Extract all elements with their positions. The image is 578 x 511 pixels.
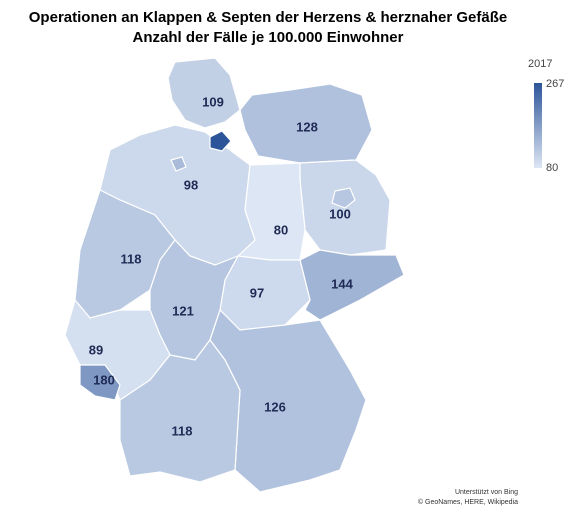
region	[119, 339, 241, 483]
region-label: 109	[202, 94, 224, 109]
region-label: 144	[331, 276, 353, 291]
region	[209, 130, 232, 152]
region-label: 118	[121, 251, 142, 266]
legend-min: 80	[546, 162, 558, 174]
labels: 109 128 98 100 80 118 144 97 121 89 180 126 118	[89, 94, 354, 438]
region-label: 126	[264, 399, 286, 414]
legend-gradient	[534, 83, 542, 168]
region-label: 180	[93, 372, 115, 387]
map-subtitle: Anzahl der Fälle je 100.000 Einwohner	[133, 29, 404, 46]
legend-max: 267	[546, 78, 564, 90]
region-label: 98	[184, 177, 198, 192]
region-label: 100	[329, 206, 351, 221]
region	[331, 187, 356, 209]
region	[299, 249, 405, 321]
region	[239, 83, 373, 164]
region	[170, 156, 187, 172]
region	[74, 189, 176, 319]
region-label: 89	[89, 342, 103, 357]
region	[79, 364, 121, 401]
region-label: 118	[172, 423, 193, 438]
attribution: Unterstützt von Bing	[455, 489, 518, 496]
regions	[64, 57, 405, 493]
region-label: 80	[274, 222, 288, 237]
region-label: 121	[172, 303, 194, 318]
map-title: Operationen an Klappen & Septen der Herz…	[29, 9, 507, 26]
attribution: © GeoNames, HERE, Wikipedia	[418, 498, 518, 506]
region	[167, 57, 241, 129]
legend-title: 2017	[528, 58, 552, 70]
region-label: 97	[250, 285, 264, 300]
region-label: 128	[296, 119, 318, 134]
